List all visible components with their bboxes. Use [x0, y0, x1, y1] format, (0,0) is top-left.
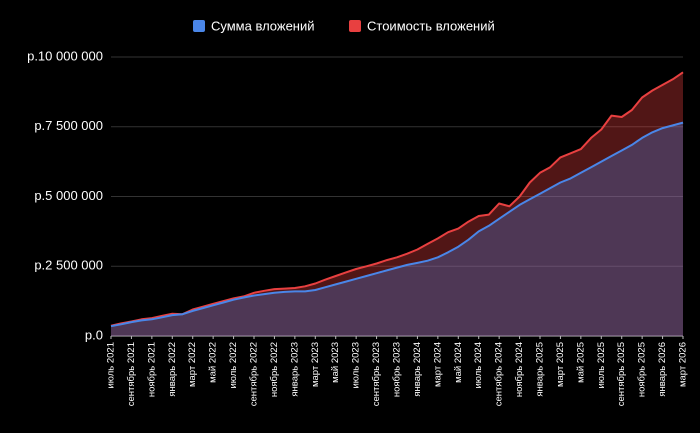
x-tick-label: март 2023 [310, 342, 321, 387]
x-tick-label: июль 2021 [106, 342, 117, 389]
x-tick-label: январь 2023 [289, 342, 300, 397]
x-tick-label: ноябрь 2022 [269, 342, 280, 397]
x-tick-label: ноябрь 2024 [514, 342, 525, 397]
x-tick-label: май 2022 [208, 342, 219, 383]
x-tick-label: март 2025 [555, 342, 566, 387]
x-tick-label: январь 2026 [657, 342, 668, 397]
x-tick-label: май 2025 [575, 342, 586, 383]
x-tick-label: июль 2024 [473, 342, 484, 389]
x-tick-label: июль 2023 [351, 342, 362, 389]
y-tick-label: р.10 000 000 [27, 48, 103, 63]
legend-swatch [349, 20, 361, 32]
line [110, 121, 684, 328]
x-tick-label: январь 2025 [535, 342, 546, 397]
x-tick-label: март 2026 [678, 342, 689, 387]
area [111, 122, 683, 336]
x-tick-label: ноябрь 2025 [637, 342, 648, 397]
legend-label: Сумма вложений [211, 18, 315, 33]
y-tick-label: р.5 000 000 [34, 188, 103, 203]
x-tick-label: март 2022 [187, 342, 198, 387]
x-tick-label: сентябрь 2022 [249, 342, 260, 406]
legend-label: Стоимость вложений [367, 18, 495, 33]
x-tick-label: сентябрь 2024 [494, 342, 505, 406]
x-tick-label: июль 2022 [228, 342, 239, 389]
x-tick-label: сентябрь 2025 [616, 342, 627, 406]
x-tick-label: сентябрь 2023 [371, 342, 382, 406]
area [111, 72, 683, 337]
x-tick-label: май 2023 [330, 342, 341, 383]
line [110, 71, 684, 327]
y-tick-label: р.7 500 000 [34, 118, 103, 133]
x-tick-label: март 2024 [432, 342, 443, 387]
x-tick-label: ноябрь 2021 [146, 342, 157, 397]
legend-swatch [193, 20, 205, 32]
x-tick-label: январь 2022 [167, 342, 178, 397]
x-tick-label: ноябрь 2023 [392, 342, 403, 397]
x-tick-label: январь 2024 [412, 342, 423, 397]
y-tick-label: р.2 500 000 [34, 258, 103, 273]
y-tick-label: р.0 [85, 327, 103, 342]
x-tick-label: июль 2025 [596, 342, 607, 389]
x-tick-label: сентябрь 2021 [126, 342, 137, 406]
x-tick-label: май 2024 [453, 342, 464, 383]
